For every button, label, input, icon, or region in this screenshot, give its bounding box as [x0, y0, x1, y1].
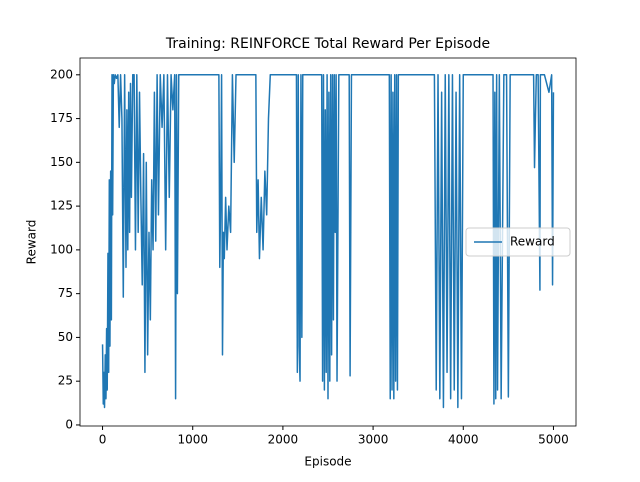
x-tick-label: 4000 — [448, 433, 479, 447]
legend-label: Reward — [510, 235, 555, 249]
x-tick-label: 5000 — [538, 433, 569, 447]
legend-box — [465, 227, 571, 257]
axes-frame — [79, 57, 577, 427]
y-tick-label: 0 — [65, 417, 73, 431]
y-tick-label: 150 — [50, 155, 73, 169]
chart-title: Training: REINFORCE Total Reward Per Epi… — [165, 36, 490, 52]
x-tick-label: 1000 — [177, 433, 208, 447]
x-tick-label: 2000 — [268, 433, 299, 447]
x-tick-label: 0 — [99, 433, 107, 447]
x-axis-label: Episode — [304, 455, 351, 469]
y-tick-label: 100 — [50, 242, 73, 256]
y-axis-label: Reward — [25, 220, 39, 265]
y-tick-label: 175 — [50, 111, 73, 125]
y-tick-label: 125 — [50, 199, 73, 213]
y-tick-label: 75 — [58, 286, 73, 300]
y-tick-label: 50 — [58, 330, 73, 344]
line — [101, 74, 555, 409]
x-tick-label: 3000 — [358, 433, 389, 447]
y-tick-label: 25 — [58, 374, 73, 388]
y-tick-label: 200 — [50, 67, 73, 81]
